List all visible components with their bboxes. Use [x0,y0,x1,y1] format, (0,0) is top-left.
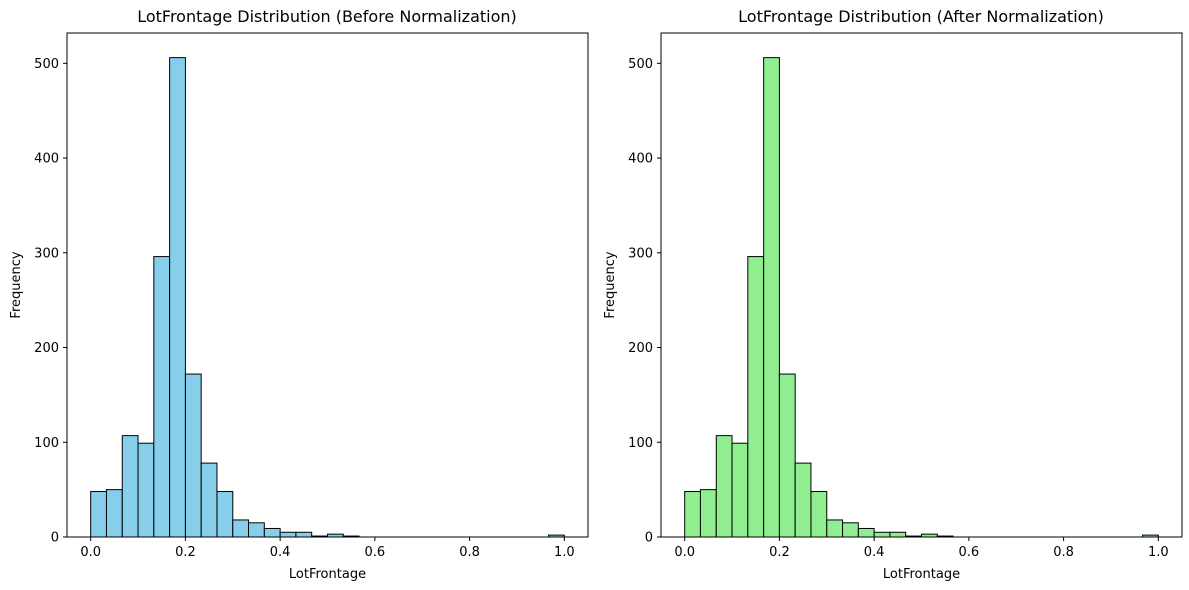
y-tick-label: 100 [628,436,653,451]
x-tick-label: 0.6 [365,545,386,560]
x-tick-label: 0.8 [1053,545,1074,560]
y-axis-label: Frequency [603,251,618,318]
y-tick-label: 400 [628,152,653,167]
chart-title: LotFrontage Distribution (Before Normali… [137,7,517,26]
y-tick-label: 500 [34,57,59,72]
histogram-bar [699,489,717,538]
chart-panel-2: 0.0 0.2 0.4 0.6 0.8 1.0 0 100 200 300 400 500 LotFro… [603,7,1183,582]
histogram-bar [121,435,139,538]
histogram-bar [715,435,733,538]
x-tick-label: 0.2 [769,545,790,560]
plot-frame [660,32,1183,538]
histogram-bar [826,519,844,538]
histogram-bar [105,489,123,538]
histogram-bar [295,531,313,538]
histogram-bar [873,531,891,538]
histogram-bar [810,491,828,538]
x-tick-label: 0.0 [80,545,101,560]
histogram-bar [216,491,234,538]
y-axis-label: Frequency [9,251,24,318]
histogram-bars [90,57,565,538]
histogram-bar [794,462,812,538]
x-tick-label: 0.0 [674,545,695,560]
y-tick-label: 100 [34,436,59,451]
histogram-bar [90,491,107,538]
y-tick-label: 200 [34,341,59,356]
histogram-bar [137,442,155,538]
chart-panel-1: 0.0 0.2 0.4 0.6 0.8 1.0 0 100 200 300 400 500 LotFro… [9,7,589,582]
chart-title: LotFrontage Distribution (After Normaliz… [738,7,1104,26]
histogram-bar [684,491,701,538]
x-tick-label: 0.6 [959,545,980,560]
histogram-bar [778,373,796,538]
x-tick-label: 0.4 [864,545,885,560]
histogram-bar [279,531,297,538]
histogram-bar [153,256,171,538]
x-tick-label: 0.2 [175,545,196,560]
y-tick-label: 200 [628,341,653,356]
y-tick-label: 0 [645,531,653,546]
y-tick-label: 500 [628,57,653,72]
x-tick-label: 1.0 [1148,545,1169,560]
histogram-bar [232,519,250,538]
y-tick-label: 300 [628,246,653,261]
x-axis-label: LotFrontage [883,567,960,582]
histogram-bar [248,522,265,538]
y-tick-label: 300 [34,246,59,261]
histogram-bar [763,57,780,538]
histogram-bar [263,527,281,538]
x-tick-label: 0.4 [270,545,291,560]
x-tick-label: 1.0 [554,545,575,560]
y-tick-label: 400 [34,152,59,167]
y-tick-label: 0 [51,531,59,546]
histogram-bar [184,373,202,538]
histogram-bar [200,462,218,538]
plot-frame [66,32,589,538]
histogram-bars [684,57,1159,538]
x-axis-label: LotFrontage [289,567,366,582]
histogram-bar [169,57,186,538]
histogram-bar [842,522,859,538]
histogram-bar [857,527,875,538]
histogram-bar [731,442,749,538]
x-tick-label: 0.8 [459,545,480,560]
histogram-bar [889,531,907,538]
histogram-bar [747,256,765,538]
